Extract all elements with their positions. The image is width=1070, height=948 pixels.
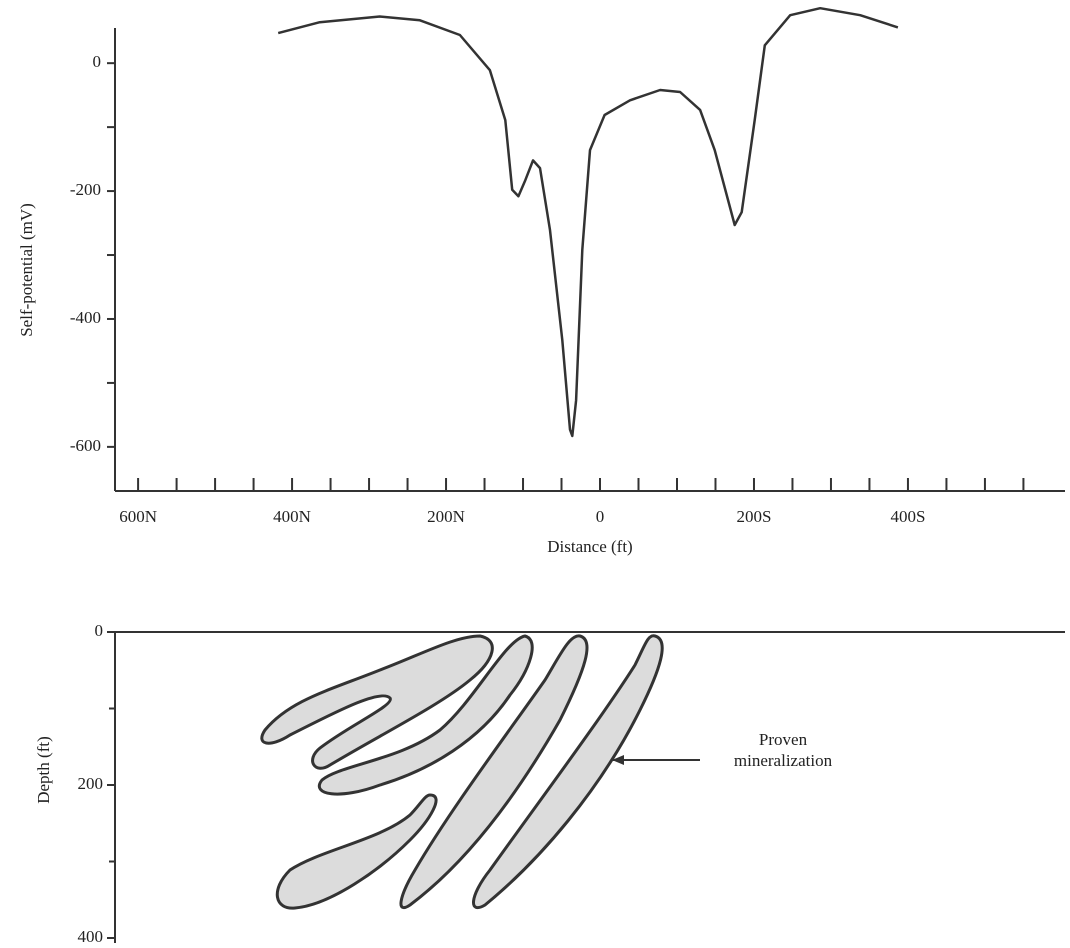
- ore-body: [399, 634, 589, 909]
- x-tick-label: 400N: [273, 507, 311, 526]
- x-tick-label: 200S: [736, 507, 771, 526]
- y-tick-label: -600: [70, 436, 101, 455]
- arrow-head: [612, 755, 624, 765]
- x-tick-label: 400S: [890, 507, 925, 526]
- x-axis-title: Distance (ft): [547, 537, 632, 556]
- depth-tick-label: 0: [95, 621, 104, 640]
- mineralization: [260, 634, 664, 910]
- ore-body: [318, 634, 534, 796]
- ore-body: [275, 793, 438, 910]
- ore-body: [260, 634, 494, 770]
- depth-tick-label: 400: [78, 927, 104, 946]
- ore-body: [472, 634, 664, 909]
- annotation: mineralization: [734, 751, 833, 770]
- x-tick-label: 200N: [427, 507, 465, 526]
- line: [277, 6, 899, 438]
- y-tick-label: -400: [70, 308, 101, 327]
- annotation: Proven: [759, 730, 808, 749]
- y-tick-label: -200: [70, 180, 101, 199]
- depth-tick-label: 200: [78, 774, 104, 793]
- depth-axis-title: Depth (ft): [34, 736, 53, 804]
- y-axis-title: Self-potential (mV): [17, 203, 36, 337]
- x-tick-label: 600N: [119, 507, 157, 526]
- x-tick-label: 0: [596, 507, 605, 526]
- y-tick-label: 0: [93, 52, 102, 71]
